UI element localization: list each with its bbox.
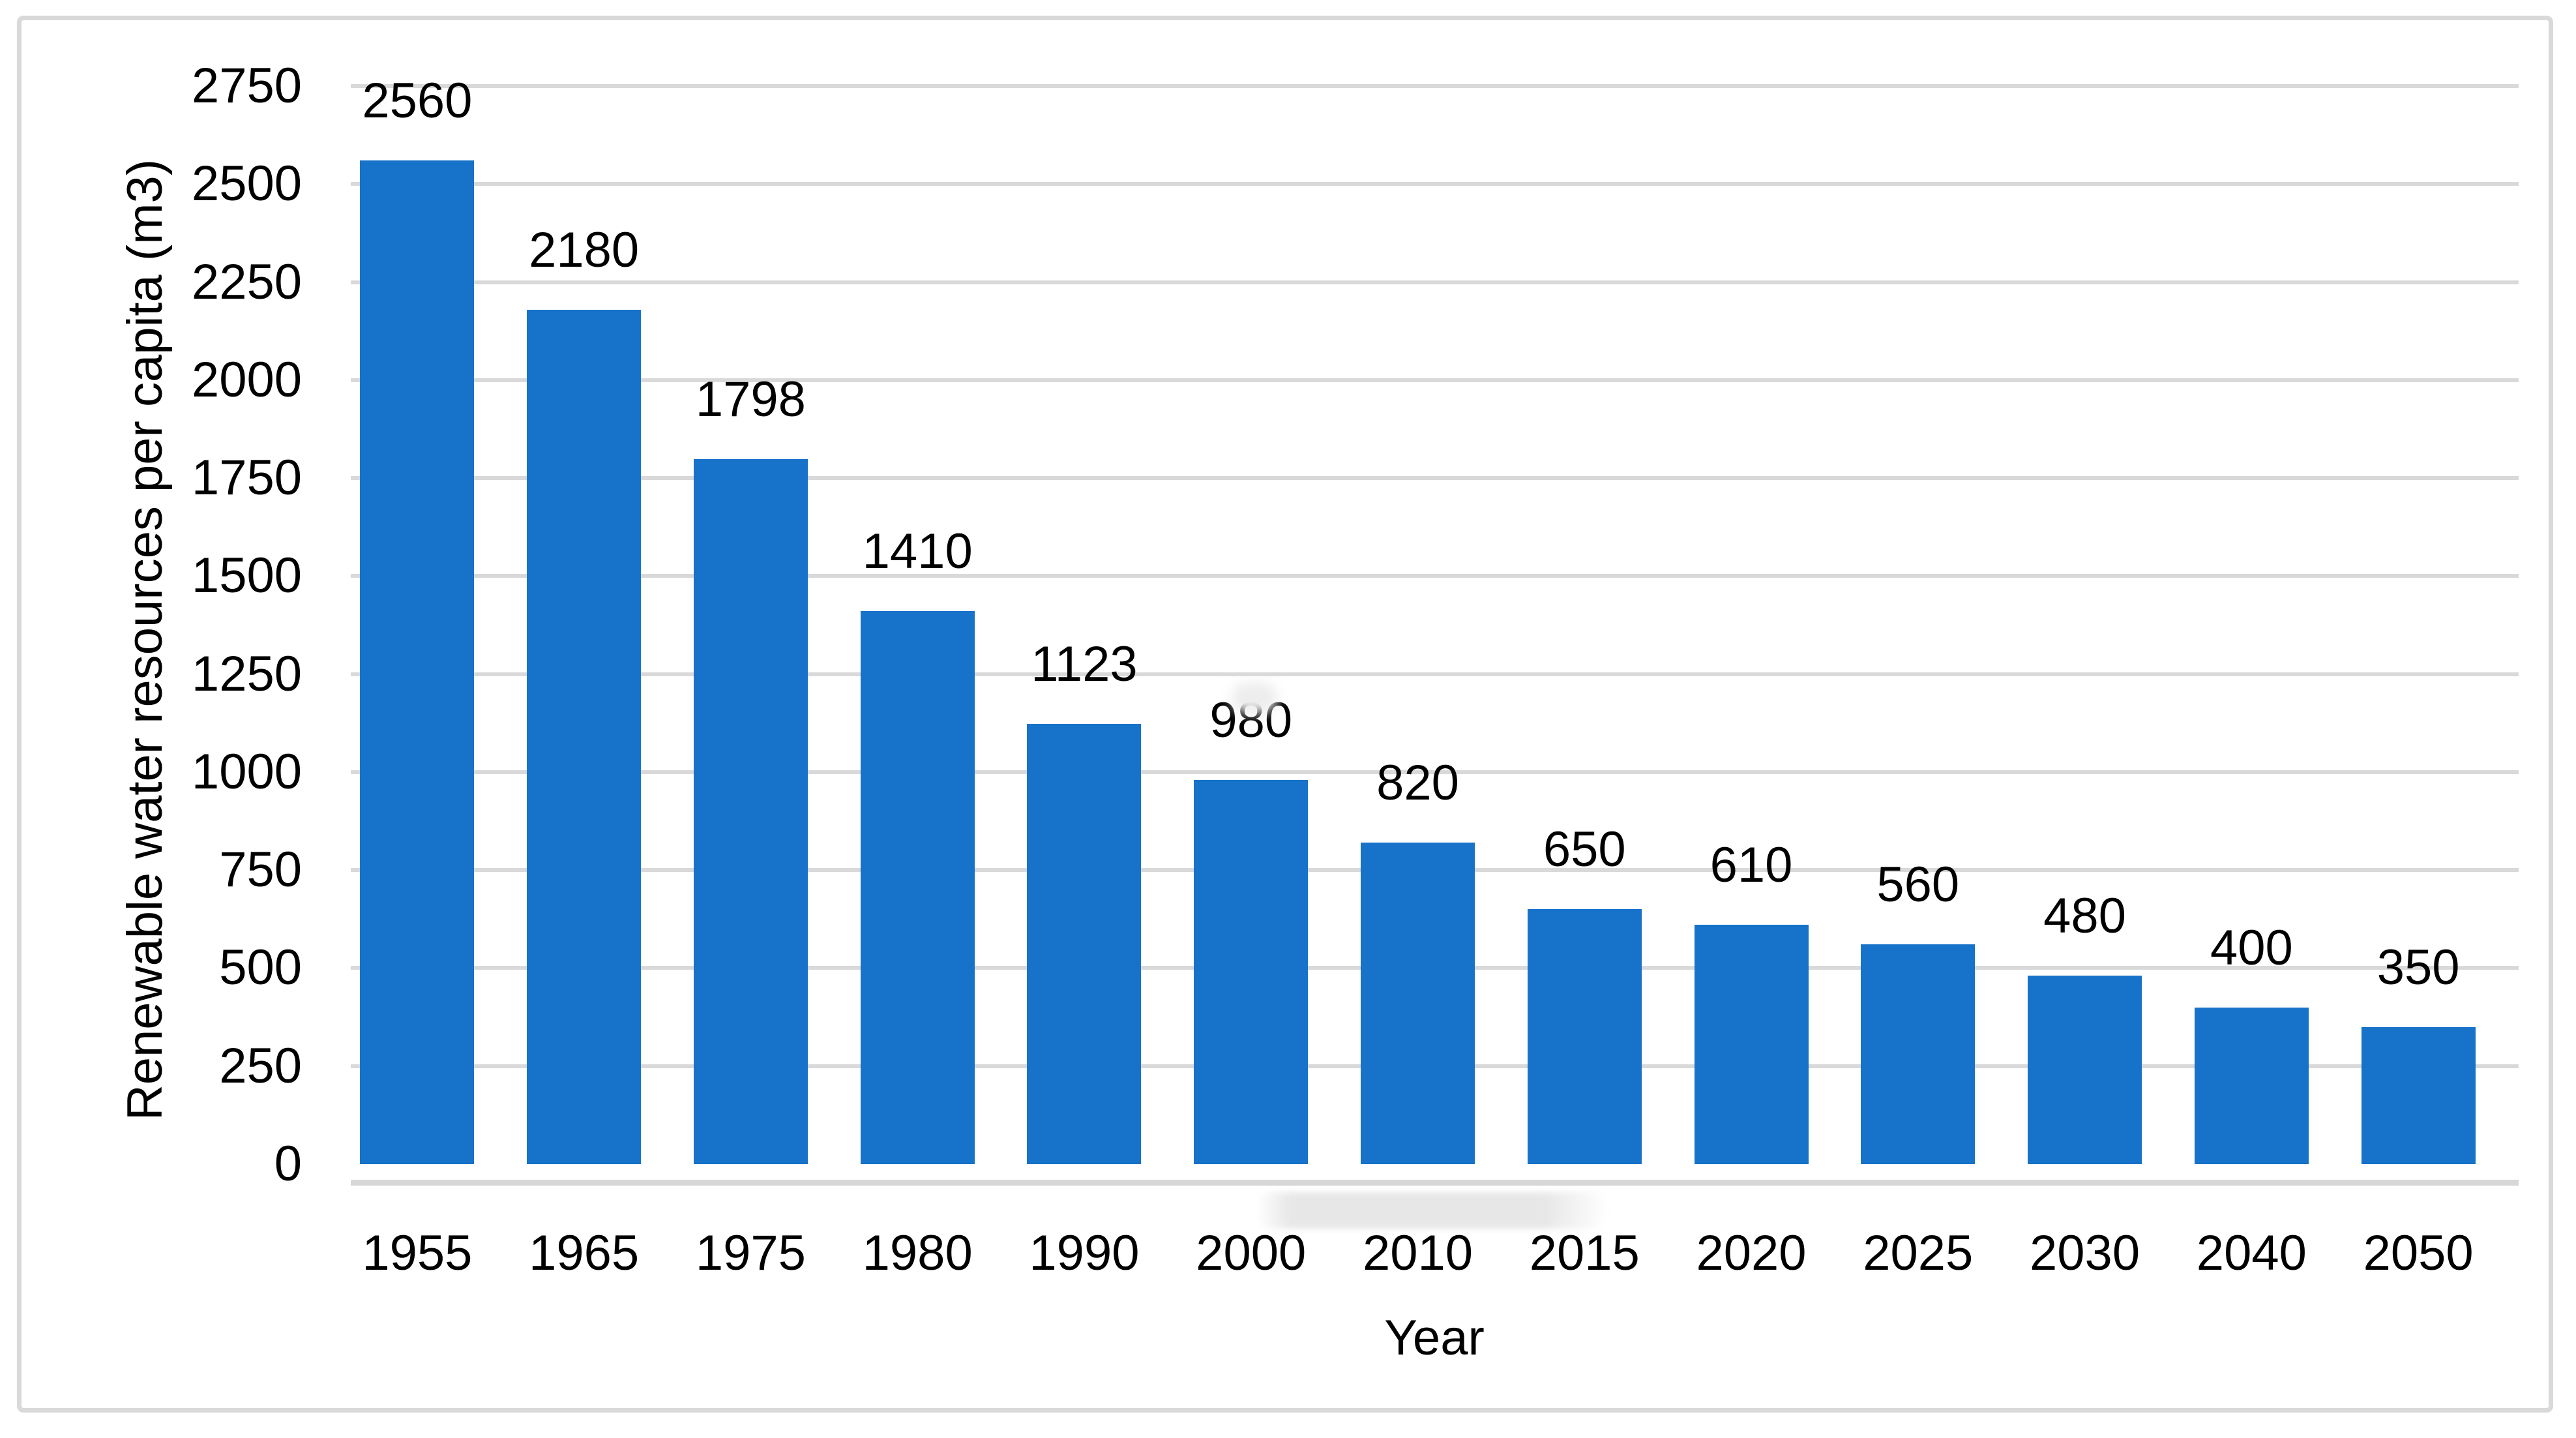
bar-1975 <box>693 459 808 1164</box>
y-tick-label-1250: 1250 <box>191 646 302 702</box>
gridline-1500 <box>351 574 2519 578</box>
data-label-2040: 400 <box>2210 920 2293 976</box>
gridline-1750 <box>351 476 2519 481</box>
y-tick-label-250: 250 <box>219 1038 302 1094</box>
data-label-1980: 1410 <box>862 524 973 580</box>
x-axis-line <box>351 1180 2519 1186</box>
data-label-1975: 1798 <box>695 372 806 428</box>
y-tick-label-1000: 1000 <box>191 743 302 800</box>
data-label-1990: 1123 <box>1031 636 1138 692</box>
x-tick-label-2010: 2010 <box>1362 1225 1473 1281</box>
x-tick-label-2015: 2015 <box>1529 1225 1640 1281</box>
gridline-1000 <box>351 770 2519 774</box>
x-tick-label-2020: 2020 <box>1696 1225 1807 1281</box>
y-tick-label-2750: 2750 <box>191 58 302 113</box>
y-tick-label-750: 750 <box>219 842 302 898</box>
x-tick-label-1965: 1965 <box>529 1225 640 1281</box>
x-tick-label-1980: 1980 <box>862 1225 973 1281</box>
y-tick-label-2000: 2000 <box>191 352 302 408</box>
data-label-2015: 650 <box>1543 822 1626 878</box>
gridline-2250 <box>351 280 2519 284</box>
y-tick-label-1500: 1500 <box>191 548 302 604</box>
data-label-2030: 480 <box>2043 888 2126 944</box>
data-label-1965: 2180 <box>529 222 640 278</box>
smudge-artifact <box>1256 1192 1608 1229</box>
data-label-2020: 610 <box>1710 837 1793 893</box>
data-label-1955: 2560 <box>362 73 473 129</box>
y-tick-label-2250: 2250 <box>191 254 302 310</box>
bar-2030 <box>2028 976 2142 1164</box>
x-axis-title: Year <box>1384 1310 1485 1366</box>
bar-1980 <box>860 611 975 1164</box>
data-label-2050: 350 <box>2376 939 2460 995</box>
bar-2015 <box>1527 909 1642 1164</box>
smudge-artifact-small <box>1232 682 1277 713</box>
bar-2040 <box>2194 1007 2309 1164</box>
x-tick-label-1975: 1975 <box>695 1225 806 1281</box>
x-tick-label-2040: 2040 <box>2196 1225 2307 1281</box>
bar-2025 <box>1861 944 1976 1164</box>
y-tick-label-1750: 1750 <box>191 450 302 506</box>
x-tick-label-1955: 1955 <box>362 1225 473 1281</box>
x-tick-label-2050: 2050 <box>2363 1225 2474 1281</box>
bar-2000 <box>1194 779 1309 1164</box>
gridline-2750 <box>351 84 2519 88</box>
bar-1965 <box>527 309 642 1164</box>
bar-1955 <box>360 160 475 1164</box>
gridline-2000 <box>351 378 2519 382</box>
bar-2020 <box>1694 925 1809 1164</box>
y-tick-label-2500: 2500 <box>191 156 302 212</box>
data-label-2010: 820 <box>1376 755 1459 811</box>
y-tick-label-500: 500 <box>219 940 302 996</box>
x-tick-label-2025: 2025 <box>1863 1225 1974 1281</box>
x-tick-label-2030: 2030 <box>2030 1225 2140 1281</box>
x-tick-label-2000: 2000 <box>1196 1225 1307 1281</box>
bar-2050 <box>2361 1026 2476 1164</box>
gridline-2500 <box>351 182 2519 187</box>
bar-1990 <box>1027 723 1142 1164</box>
gridline-1250 <box>351 672 2519 676</box>
x-tick-label-1990: 1990 <box>1029 1225 1140 1281</box>
data-label-2025: 560 <box>1876 857 1960 913</box>
y-tick-label-0: 0 <box>274 1136 302 1191</box>
bar-2010 <box>1361 843 1475 1164</box>
chart-frame: Renewable water resources per capita (m3… <box>17 16 2553 1413</box>
